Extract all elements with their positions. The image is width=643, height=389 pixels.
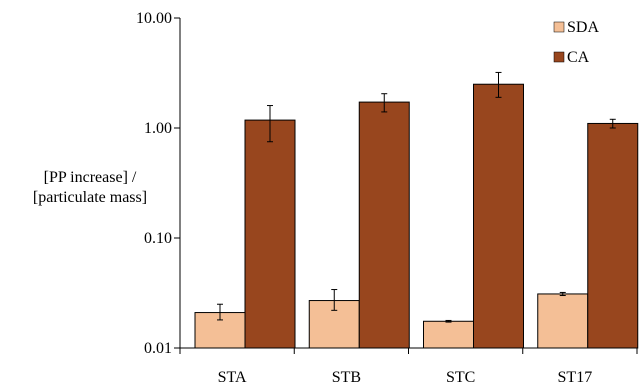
bar-ca-stb: [358, 101, 410, 349]
bar-ca-stc: [473, 83, 524, 349]
legend-swatch-ca: [553, 51, 565, 63]
x-tick-label-stc: STC: [446, 369, 475, 386]
legend-swatch-sda: [553, 21, 565, 33]
axes: STA STB STC ST17 0.01 0.10 1.00 10.00: [136, 10, 638, 386]
y-tick-label: 10.00: [136, 10, 172, 27]
y-axis-label-line-2: [particulate mass]: [32, 189, 148, 206]
plot-area: [194, 71, 639, 349]
y-tick-label: 0.10: [144, 230, 172, 247]
y-axis-label: [PP increase] / [particulate mass]: [0, 168, 180, 208]
legend-label-sda: SDA: [567, 19, 599, 36]
bar-sda-st17: [537, 293, 589, 349]
bar-sda-stc: [423, 320, 474, 349]
x-tick-label-st17: ST17: [558, 369, 593, 386]
y-tick-label: 0.01: [144, 340, 172, 357]
legend-label-ca: CA: [567, 49, 590, 66]
bar-ca-sta: [244, 119, 296, 349]
x-tick-label-stb: STB: [332, 369, 361, 386]
y-axis-label-line-1: [PP increase] /: [43, 169, 137, 186]
legend: SDA CA: [553, 19, 599, 66]
x-tick-label-sta: STA: [218, 369, 247, 386]
bar-ca-st17: [587, 122, 639, 349]
y-tick-label: 1.00: [144, 120, 172, 137]
